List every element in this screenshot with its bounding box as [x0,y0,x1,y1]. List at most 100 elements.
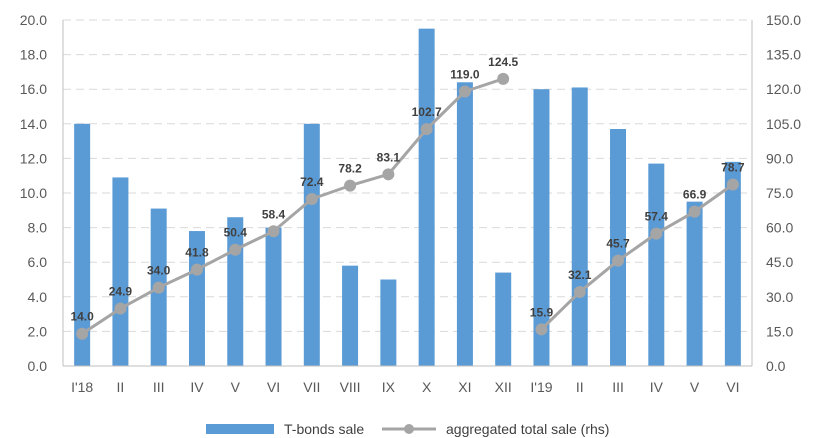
right-tick-label: 150.0 [766,12,801,28]
line-point [688,205,701,218]
bar [74,123,91,366]
bar [265,227,282,366]
line-point [114,302,127,315]
line-point [305,192,318,205]
left-tick-label: 20.0 [20,12,47,28]
bar [303,123,320,366]
x-tick-label: IV [190,379,204,395]
data-label: 78.2 [338,162,362,176]
right-tick-label: 60.0 [766,220,793,236]
bar [188,231,205,366]
x-tick-label: I'19 [530,379,552,395]
line-point [229,243,242,256]
line-point [76,327,89,340]
right-tick-label: 45.0 [766,254,793,270]
right-tick-label: 135.0 [766,47,801,63]
bar [533,89,550,366]
x-tick-label: V [690,379,700,395]
bar [648,163,665,366]
left-tick-label: 8.0 [28,220,48,236]
bar [380,279,397,366]
x-tick-label: I'18 [71,379,93,395]
left-axis-ticks: 0.0 2.0 4.0 6.0 8.0 10.0 12.0 14.0 16.0 18.0 20.0 [20,12,47,374]
right-tick-label: 15.0 [766,323,793,339]
line-point [344,179,357,192]
line-point [650,227,663,240]
data-label: 32.1 [568,268,592,282]
x-tick-label: IV [650,379,664,395]
legend-bar-label: T-bonds sale [284,421,364,437]
bar [342,265,359,366]
data-label: 119.0 [450,68,480,82]
line-point [420,123,433,136]
x-tick-label: III [612,379,624,395]
data-label: 124.5 [488,55,518,69]
bar [495,272,512,366]
data-label: 41.8 [185,246,209,260]
x-tick-label: VI [267,379,280,395]
data-label: 57.4 [645,210,669,224]
left-tick-label: 2.0 [28,323,48,339]
right-tick-label: 105.0 [766,116,801,132]
data-label: 102.7 [412,105,442,119]
left-tick-label: 12.0 [20,150,47,166]
bar [686,201,703,366]
x-tick-label: X [422,379,432,395]
bar-series [74,28,741,367]
gridlines [63,19,752,332]
line-point [152,281,165,294]
left-tick-label: 6.0 [28,254,48,270]
legend-line-label: aggregated total sale (rhs) [446,421,609,437]
line-point [497,72,510,85]
x-tick-label: XII [495,379,512,395]
bar [724,161,741,366]
legend-bar-swatch [206,424,274,434]
right-tick-label: 0.0 [766,358,786,374]
bar [571,87,588,366]
data-label: 50.4 [224,226,248,240]
bar [610,128,627,366]
data-label: 66.9 [683,188,707,202]
bar [112,177,129,366]
line-point [267,225,280,238]
left-tick-label: 18.0 [20,47,47,63]
line-point [573,285,586,298]
left-tick-label: 0.0 [28,358,48,374]
bar [227,217,244,366]
left-tick-label: 4.0 [28,289,48,305]
line-point [190,263,203,276]
x-tick-label: XI [458,379,471,395]
data-label: 72.4 [300,175,324,189]
series-line [81,77,504,335]
series-line [540,183,734,331]
data-label: 58.4 [262,207,286,221]
data-label: 34.0 [147,264,171,278]
x-tick-label: IX [382,379,396,395]
data-label: 45.7 [606,237,630,251]
x-tick-label: III [153,379,165,395]
line-data-labels: 14.0 24.9 34.0 41.8 50.4 58.4 72.4 78.2 83.1 102.… [70,55,744,324]
line-series [76,72,739,340]
left-tick-label: 16.0 [20,81,47,97]
legend: T-bonds sale aggregated total sale (rhs) [206,421,609,437]
legend-line-marker [404,424,414,434]
data-label: 14.0 [70,310,94,324]
x-tick-label: VIII [340,379,361,395]
bar [418,28,435,367]
axes [62,20,753,367]
x-tick-label: II [117,379,125,395]
line-point [382,168,395,181]
x-tick-label: II [576,379,584,395]
left-tick-label: 10.0 [20,185,47,201]
x-tick-label: VI [726,379,739,395]
right-tick-label: 30.0 [766,289,793,305]
bar [456,82,473,366]
x-axis-ticks: I'18 II III IV V VI VII VIII IX X XI XII I'19 II III IV… [71,379,739,395]
data-label: 24.9 [109,285,133,299]
right-tick-label: 120.0 [766,81,801,97]
data-label: 15.9 [530,305,554,319]
x-tick-label: VII [303,379,320,395]
x-tick-label: V [231,379,241,395]
data-label: 83.1 [377,150,401,164]
